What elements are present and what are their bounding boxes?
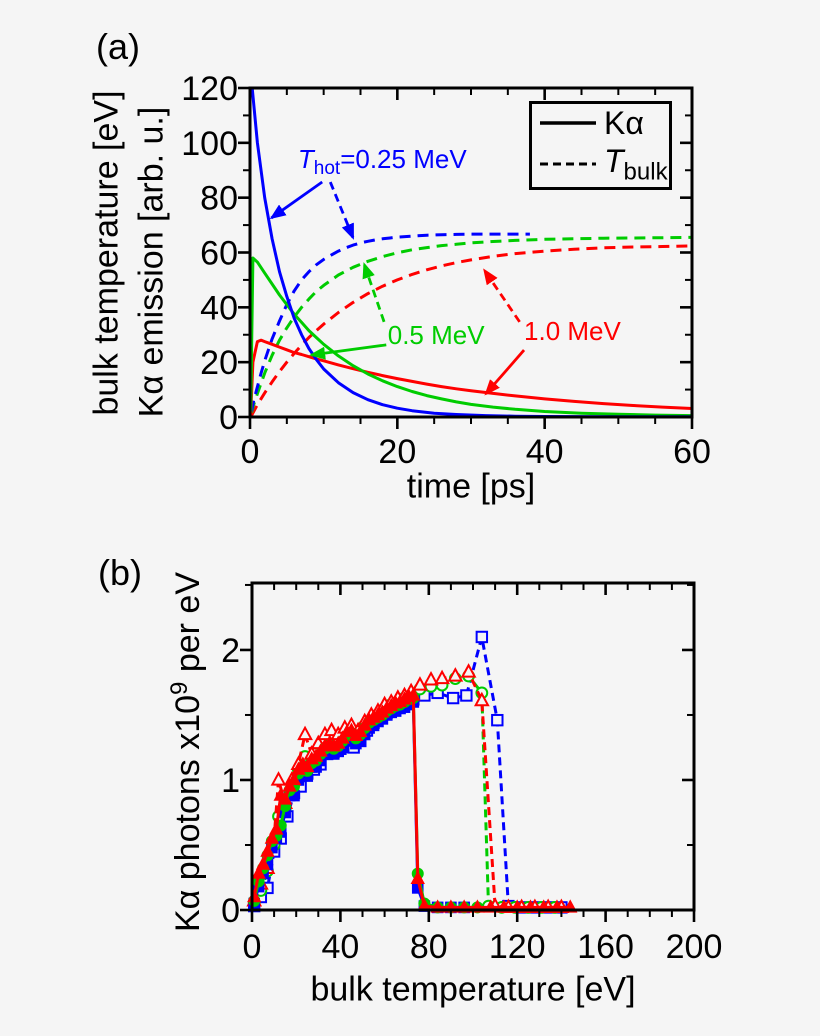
annotation-1.0mev: 1.0 MeV [524,316,621,347]
legend: Kα Tbulk [529,101,672,190]
panel-a-letter: (a) [96,26,140,67]
marker-triangle [282,778,297,792]
annotation-arrow-solid [484,349,526,396]
marker-square [460,689,473,702]
panel-a-ylabel-line2: Kα emission [arb. u.] [132,106,171,418]
axes-ticks [240,583,696,922]
marker-triangle [264,830,280,844]
ytick-label: 1 [221,762,240,800]
marker-triangle [286,771,302,786]
marker-triangle [277,791,293,805]
panel-a-xlabel: time [ps] [406,467,536,506]
annotation-arrow-dashed [483,268,521,323]
xtick-label: 120 [489,928,546,966]
legend-solid-line-sample [540,120,596,125]
legend-item-kalpha: Kα [540,107,669,139]
xtick-label: 40 [321,928,359,966]
marker-triangle [255,856,271,870]
ytick-label: 2 [221,632,240,670]
marker-triangle [423,670,439,686]
axes-ticks [238,86,694,429]
ytick-label: 100 [181,125,238,163]
panel-b-xlabel: bulk temperature [eV] [310,970,636,1009]
marker-triangle [473,691,490,707]
annotation-thot-0.25mev: Thot=0.25 MeV [297,144,467,180]
ytick-label: 60 [200,235,238,273]
axes-tick-labels: 0 40 80 120 160 200 0 1 2 [221,632,722,966]
series-tbulk-0.5mev [250,235,693,414]
marker-triangle [460,663,477,678]
marker-triangle [260,843,275,857]
legend-tbulk-label: Tbulk [604,142,668,186]
marker-triangle [270,771,287,786]
annotation-arrow-solid [269,180,324,220]
marker-square [446,691,460,705]
ytick-label: 20 [200,344,238,382]
annotation-arrow-solid [309,343,387,360]
legend-dashed-line-sample [540,162,596,166]
marker-triangle [412,676,428,691]
ytick-label: 40 [200,289,238,327]
panel-b-plot: 0 40 80 120 160 200 0 1 2 [221,581,722,966]
xtick-label: 80 [410,928,448,966]
panel-a-ylabel-line1: bulk temperature [eV] [87,90,126,416]
xtick-label: 40 [526,433,564,471]
xtick-label: 60 [673,433,711,471]
annotation-arrow-dashed [329,181,355,240]
marker-triangle [251,865,266,879]
panel-a-plot: 0 20 40 60 0 20 40 60 80 100 120 [181,70,711,471]
marker-triangle [406,687,421,701]
ytick-label: 120 [181,70,238,108]
annotation-0.5mev: 0.5 MeV [387,319,485,350]
marker-square [475,630,489,644]
ytick-label: 0 [219,399,238,437]
xtick-label: 160 [577,928,634,966]
marker-triangle [353,723,368,738]
marker-triangle [434,669,450,685]
marker-triangle [335,730,350,744]
marker-triangle [410,870,425,884]
xtick-label: 0 [241,433,260,471]
ytick-label: 0 [221,892,240,930]
ytick-label: 80 [200,180,238,218]
marker-triangle [300,758,315,773]
series-filled-triangles-red [247,687,578,913]
legend-item-tbulk: Tbulk [540,145,669,184]
legend-kalpha-label: Kα [604,104,644,141]
marker-triangle [447,667,464,682]
marker-triangle [297,725,313,741]
panel-b-letter: (b) [98,552,142,593]
marker-triangle [269,821,284,835]
xtick-label: 200 [666,928,723,966]
xtick-label: 0 [243,928,262,966]
marker-square [491,713,504,727]
panel-b-ylabel: Kα photons x109 per eV [165,571,208,933]
xtick-label: 20 [378,433,416,471]
axes-tick-labels: 0 20 40 60 0 20 40 60 80 100 120 [181,70,711,471]
annotation-arrow-dashed [362,262,386,323]
series-kalpha-0.5mev [249,256,693,418]
